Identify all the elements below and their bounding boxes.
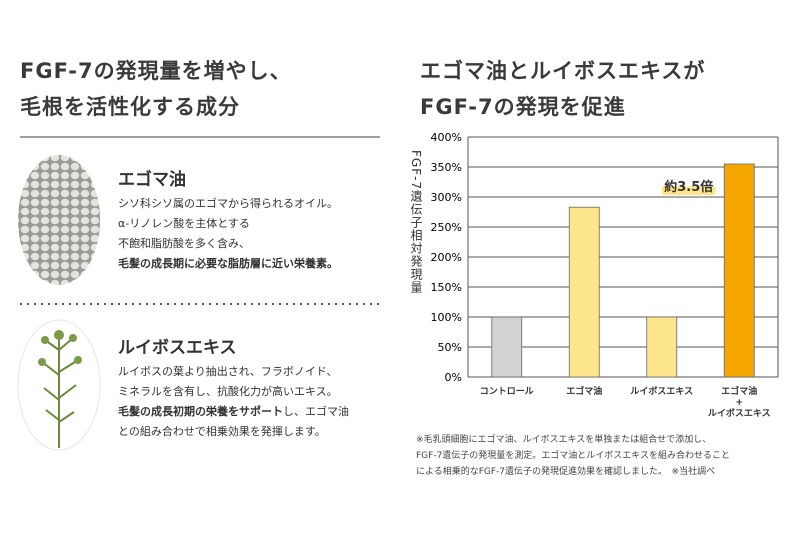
text: ルイボスの葉より抽出され、フラボノイド、 bbox=[118, 365, 338, 378]
bar bbox=[646, 316, 678, 378]
text: との組み合わせで相乗効果を発揮します。 bbox=[118, 425, 326, 438]
egoma-image bbox=[18, 155, 100, 285]
bar bbox=[491, 316, 523, 378]
text: ミネラルを含有し、抗酸化力が高いエキス。 bbox=[118, 385, 338, 398]
item-line: α-リノレン酸を主体とする bbox=[118, 214, 250, 234]
text: 不飽和脂肪酸を多く含み、 bbox=[118, 237, 250, 250]
chart-title: エゴマ油とルイボスエキスが bbox=[420, 59, 706, 83]
heading: 毛根を活性化する成分 bbox=[20, 95, 240, 119]
item-title: エゴマ油 bbox=[118, 170, 186, 190]
y-axis-label: FGF-7遺伝子相対発現量 bbox=[409, 150, 423, 295]
bar bbox=[723, 163, 755, 378]
item-line: ルイボスの葉より抽出され、フラボノイド、 bbox=[118, 362, 337, 382]
item-line: 毛髪の成長初期の栄養をサポートし、エゴマ油 bbox=[118, 402, 349, 422]
annotation: 約3.5倍 bbox=[662, 176, 716, 195]
x-tick-label: コントロール bbox=[479, 387, 534, 397]
item-line: との組み合わせで相乗効果を発揮します。 bbox=[118, 422, 326, 442]
footnote: FGF-7遺伝子の発現量を測定。エゴマ油とルイボスエキスを組み合わせること bbox=[416, 451, 731, 461]
item-line: シソ科シソ属のエゴマから得られるオイル。 bbox=[118, 194, 338, 214]
bar bbox=[568, 206, 600, 378]
item-line: 不飽和脂肪酸を多く含み、 bbox=[118, 234, 250, 254]
y-tick-label: 50% bbox=[438, 341, 462, 354]
rooibos-image bbox=[17, 319, 101, 451]
x-tick-label: エゴマ油 + ルイボスエキス bbox=[707, 387, 771, 419]
item-title: ルイボスエキス bbox=[118, 338, 237, 358]
y-tick-label: 400% bbox=[431, 131, 462, 144]
footnote: ※毛乳頭細胞にエゴマ油、ルイボスエキスを単独または組合せで添加し、 bbox=[416, 435, 712, 445]
y-tick-label: 150% bbox=[431, 281, 462, 294]
footnote: による相乗的なFGF-7遺伝子の発現促進効果を確認しました。 ※当社調べ bbox=[416, 467, 716, 477]
y-tick-label: 0% bbox=[445, 371, 462, 384]
text: し、エゴマ油 bbox=[283, 405, 349, 418]
text: 毛髪の成長初期の栄養をサポート bbox=[118, 405, 283, 418]
heading: FGF-7の発現量を増やし、 bbox=[20, 59, 292, 83]
y-tick-label: 100% bbox=[431, 311, 462, 324]
chart-title: FGF-7の発現を促進 bbox=[420, 95, 626, 119]
item-line: 毛髪の成長期に必要な脂肪層に近い栄養素。 bbox=[118, 254, 338, 274]
text: 毛髪の成長期に必要な脂肪層に近い栄養素。 bbox=[118, 257, 338, 270]
y-tick-label: 200% bbox=[431, 251, 462, 264]
y-tick-label: 350% bbox=[431, 161, 462, 174]
text: α-リノレン酸を主体とする bbox=[118, 217, 250, 230]
item-line: ミネラルを含有し、抗酸化力が高いエキス。 bbox=[118, 382, 338, 402]
y-tick-label: 250% bbox=[431, 221, 462, 234]
text: シソ科シソ属のエゴマから得られるオイル。 bbox=[118, 197, 338, 210]
x-tick-label: エゴマ油 bbox=[566, 387, 603, 397]
y-tick-label: 300% bbox=[431, 191, 462, 204]
x-tick-label: ルイボスエキス bbox=[630, 387, 694, 397]
